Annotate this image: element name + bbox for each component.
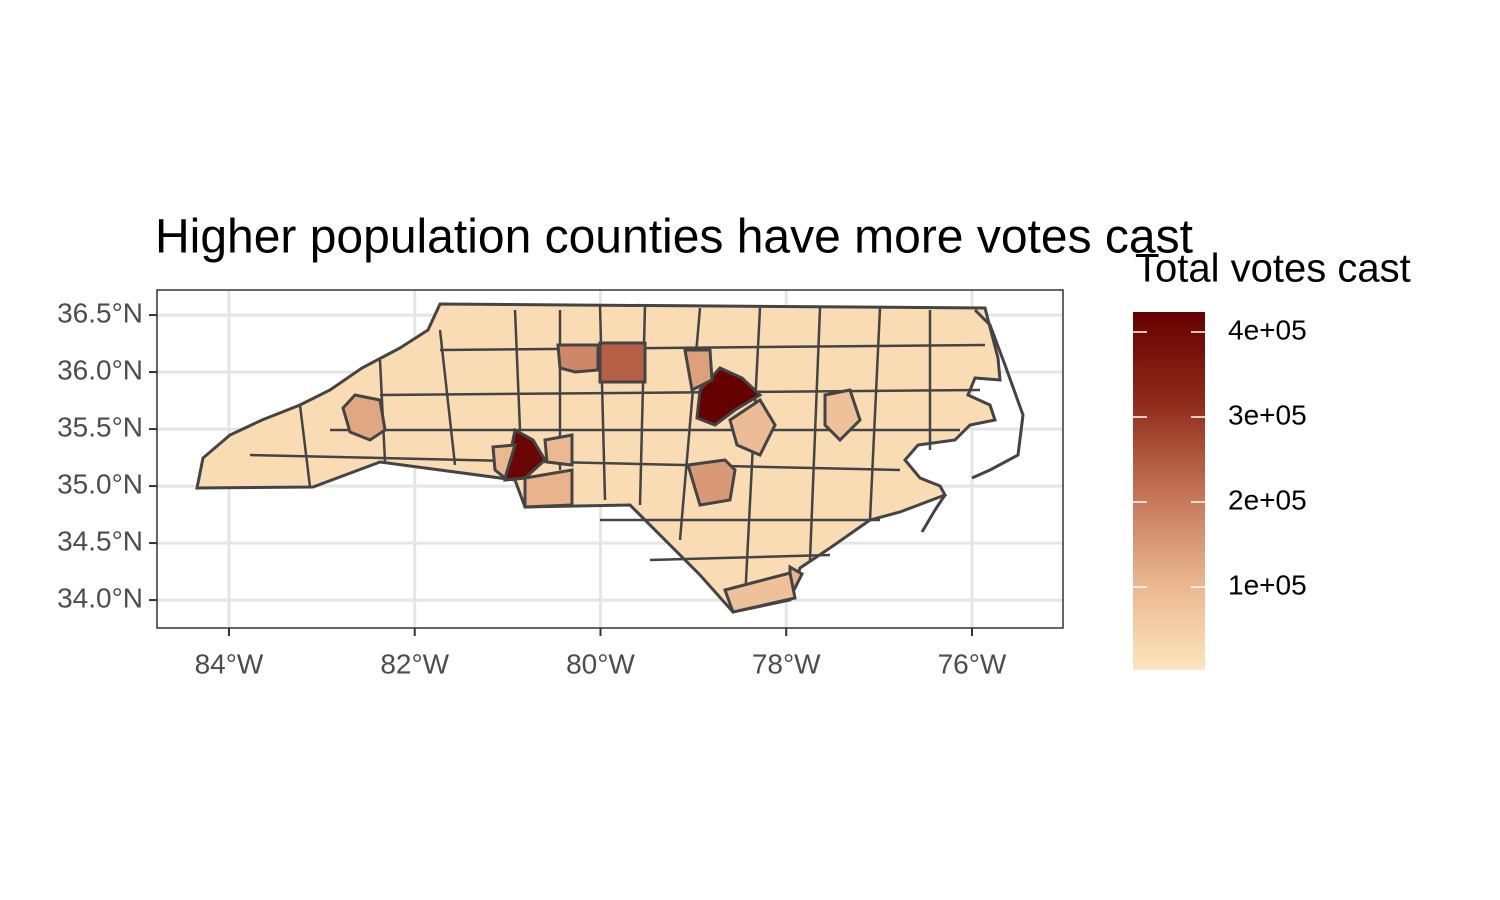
outer-banks <box>971 308 1025 480</box>
y-tick-label: 35.5°N <box>57 411 143 442</box>
county-border <box>743 307 762 601</box>
county <box>686 458 737 507</box>
axes: 84°W 82°W 80°W 78°W 76°W 34.0°N 34.5°N 35.0°N 35… <box>57 297 1007 679</box>
map <box>195 302 1025 614</box>
x-tick-label: 80°W <box>566 648 635 679</box>
county <box>341 393 387 442</box>
county-border <box>298 404 312 488</box>
county-border <box>649 553 831 562</box>
colorbar-label: 3e+05 <box>1228 399 1307 430</box>
county <box>523 468 574 509</box>
legend: 1e+05 2e+05 3e+05 4e+05 <box>1133 314 1307 600</box>
state-outline <box>195 302 1002 614</box>
x-tick-label: 78°W <box>752 648 821 679</box>
county <box>683 348 714 393</box>
county-border <box>513 309 522 431</box>
county <box>695 366 763 427</box>
panel-border <box>156 289 1064 629</box>
chart-title: Higher population counties have more vot… <box>155 211 1193 264</box>
colorbar-label: 1e+05 <box>1228 569 1307 600</box>
y-tick-label: 34.5°N <box>57 525 143 556</box>
county-border <box>249 453 901 472</box>
y-tick-label: 35.0°N <box>57 468 143 499</box>
y-tick-label: 36.5°N <box>57 297 143 328</box>
y-tick-label: 34.0°N <box>57 582 143 613</box>
county <box>491 443 518 481</box>
county <box>728 397 777 457</box>
colorbar-label: 2e+05 <box>1228 484 1307 515</box>
county <box>503 427 547 482</box>
county <box>598 341 647 384</box>
x-tick-label: 82°W <box>380 648 449 679</box>
colorbar-label: 4e+05 <box>1228 314 1307 345</box>
county-border <box>598 304 607 501</box>
county-border <box>638 304 647 506</box>
county <box>556 343 600 374</box>
county <box>543 433 574 467</box>
county <box>823 388 862 443</box>
x-tick-label: 84°W <box>195 648 264 679</box>
legend-title: Total votes cast <box>1135 247 1411 291</box>
county-border <box>808 307 822 561</box>
y-tick-label: 36.0°N <box>57 354 143 385</box>
county-border <box>438 329 457 466</box>
county <box>723 571 797 614</box>
x-tick-label: 76°W <box>938 648 1007 679</box>
county-border <box>379 388 981 397</box>
colorbar <box>1133 312 1205 670</box>
coast-island <box>920 494 947 533</box>
county-border <box>868 307 882 521</box>
county-border <box>439 343 986 352</box>
